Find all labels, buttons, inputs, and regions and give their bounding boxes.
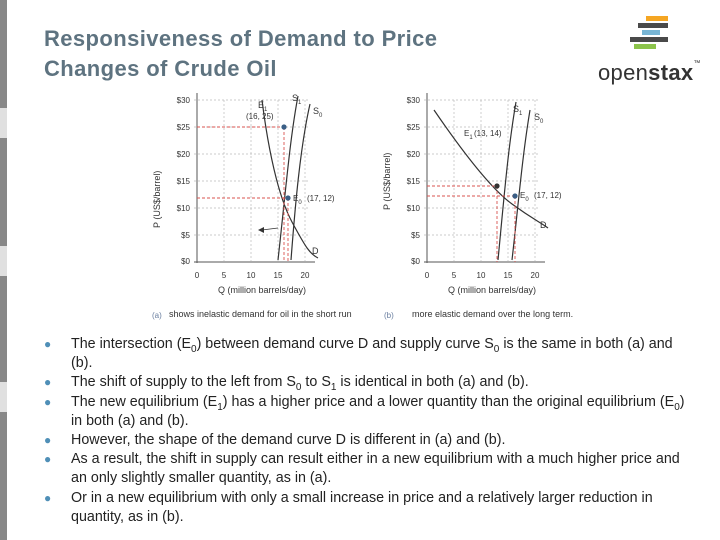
caption-a: shows inelastic demand for oil in the sh… — [169, 309, 352, 319]
figure-captions: (a) shows inelastic demand for oil in th… — [152, 309, 622, 323]
equilibrium-point-e0 — [512, 193, 518, 199]
bullet-icon: ● — [44, 337, 52, 351]
elasticity-figure: P (US$/barrel) $30 $25 $20 $15 $10 $5 $0… — [152, 93, 562, 295]
y-tick-label: $25 — [407, 123, 421, 132]
curve-label-d: D — [540, 220, 547, 230]
supply-curve-s0 — [290, 103, 311, 261]
bullet-item: ● As a result, the shift in supply can re… — [44, 451, 680, 487]
logo-text-bold: stax — [648, 60, 694, 85]
y-tick-label: $20 — [407, 150, 421, 159]
point-label-e0: E0 — [520, 191, 529, 203]
side-band — [0, 412, 7, 540]
side-band — [0, 246, 7, 276]
point-coords-e1: (16, 25) — [246, 112, 274, 121]
caption-b-tag: (b) — [384, 311, 394, 320]
point-label-e0: E0 — [293, 194, 302, 206]
openstax-wordmark: openstax™ — [598, 60, 701, 86]
bullet-item: ● The new equilibrium (E1) has a higher p… — [44, 393, 685, 429]
x-tick-label: 20 — [301, 271, 310, 280]
y-tick-label: $0 — [181, 257, 190, 266]
demand-curve — [261, 99, 319, 259]
y-tick-label: $5 — [181, 231, 190, 240]
bullet-icon: ● — [44, 452, 52, 467]
bullet-item: ● The shift of supply to the left from S0… — [44, 374, 529, 394]
y-tick-label: $0 — [411, 257, 420, 266]
y-tick-label: $10 — [407, 204, 421, 213]
side-band — [0, 108, 7, 138]
title-line-1: Responsiveness of Demand to Price — [44, 26, 438, 51]
bullet-list: ● The intersection (E0) between demand cu… — [44, 335, 694, 527]
openstax-logo: openstax™ — [598, 14, 701, 89]
x-tick-label: 15 — [274, 271, 283, 280]
caption-b: more elastic demand over the long term. — [412, 309, 574, 319]
point-coords-e0: (17, 12) — [307, 194, 335, 203]
supply-curve-s1 — [277, 95, 299, 261]
bullet-icon: ● — [44, 490, 52, 505]
point-label-e1: E1 — [464, 129, 473, 141]
side-band — [0, 0, 7, 108]
supply-curve-s0 — [511, 109, 531, 261]
logo-text-light: open — [598, 60, 649, 85]
y-tick-label: $25 — [177, 123, 191, 132]
title-line-2: Changes of Crude Oil — [44, 56, 277, 81]
equilibrium-point-e1 — [281, 124, 287, 130]
y-tick-label: $30 — [177, 96, 191, 105]
curve-label-s0: S0 — [534, 112, 544, 125]
caption-a-tag: (a) — [152, 311, 162, 320]
curve-label-s0: S0 — [313, 106, 323, 119]
bullet-icon: ● — [44, 433, 52, 448]
point-coords-e0: (17, 12) — [534, 191, 562, 200]
logo-tm: ™ — [693, 60, 701, 67]
side-band — [0, 138, 7, 246]
y-tick-label: $15 — [407, 177, 421, 186]
panel-b: P (US$/barrel) $30 $25 $20 $15 $10 $5 $0… — [382, 93, 562, 295]
x-tick-label: 5 — [222, 271, 227, 280]
panel-b-x-axis-label: Q (million barrels/day) — [448, 285, 536, 295]
curve-label-s1: S1 — [513, 104, 523, 117]
bullet-icon: ● — [44, 394, 52, 409]
x-tick-label: 10 — [477, 271, 486, 280]
side-band — [0, 276, 7, 382]
curve-label-d: D — [312, 246, 319, 256]
shift-arrow — [261, 227, 279, 231]
bullet-item: ● The intersection (E0) between demand cu… — [44, 336, 673, 372]
side-band — [0, 382, 7, 412]
x-tick-label: 0 — [425, 271, 430, 280]
x-tick-label: 5 — [452, 271, 457, 280]
slide-title: Responsiveness of Demand to Price Change… — [44, 24, 564, 84]
point-coords-e1: (13, 14) — [474, 129, 502, 138]
equilibrium-point-e1 — [494, 183, 500, 189]
y-tick-label: $20 — [177, 150, 191, 159]
y-tick-label: $30 — [407, 96, 421, 105]
arrow-head — [258, 227, 264, 233]
panel-a: P (US$/barrel) $30 $25 $20 $15 $10 $5 $0… — [152, 93, 335, 295]
bullet-item: ● However, the shape of the demand curve … — [44, 431, 694, 450]
panel-a-x-axis-label: Q (million barrels/day) — [218, 285, 306, 295]
point-label-e1: E1 — [258, 100, 268, 113]
bullet-icon: ● — [44, 375, 52, 390]
x-tick-label: 10 — [247, 271, 256, 280]
panel-a-y-axis-label: P (US$/barrel) — [152, 171, 162, 228]
supply-curve-s1 — [497, 101, 517, 261]
bullet-item: ● Or in a new equilibrium with only a sma… — [44, 489, 653, 525]
demand-curve — [433, 109, 549, 229]
y-tick-label: $10 — [177, 204, 191, 213]
y-tick-label: $15 — [177, 177, 191, 186]
openstax-logo-icon — [630, 16, 668, 49]
y-tick-label: $5 — [411, 231, 420, 240]
curve-label-s1: S1 — [292, 93, 302, 106]
x-tick-label: 15 — [504, 271, 513, 280]
x-tick-label: 20 — [531, 271, 540, 280]
x-tick-label: 0 — [195, 271, 200, 280]
equilibrium-point-e0 — [285, 195, 291, 201]
panel-b-y-axis-label: P (US$/barrel) — [382, 153, 392, 210]
